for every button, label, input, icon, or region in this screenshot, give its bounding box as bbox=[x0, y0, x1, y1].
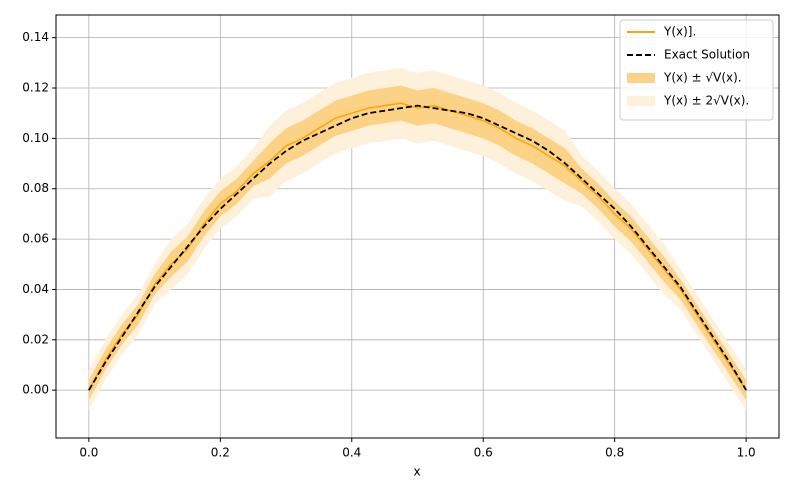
y-tick-label: 0.08 bbox=[22, 181, 49, 195]
legend-label: Y(x) ± √V(x). bbox=[663, 71, 742, 85]
x-tick-label: 0.2 bbox=[211, 446, 230, 460]
confidence-band bbox=[88, 67, 747, 411]
y-tick-label: 0.14 bbox=[22, 30, 49, 44]
x-tick-label: 1.0 bbox=[737, 446, 756, 460]
x-tick-label: 0.6 bbox=[474, 446, 493, 460]
legend-label: Y(x) ± 2√V(x). bbox=[663, 94, 749, 108]
plot-frame bbox=[55, 14, 780, 439]
x-tick-label: 0.0 bbox=[79, 446, 98, 460]
y-tick-label: 0.02 bbox=[22, 332, 49, 346]
y-tick-label: 0.04 bbox=[22, 282, 49, 296]
legend-label: Exact Solution bbox=[664, 48, 750, 62]
x-tick-label: 0.4 bbox=[342, 446, 361, 460]
confidence-band bbox=[88, 85, 747, 401]
x-tick-label: 0.8 bbox=[605, 446, 624, 460]
exact-line bbox=[88, 104, 747, 391]
x-axis-label: x bbox=[413, 465, 420, 479]
y-tick-label: 0.10 bbox=[22, 131, 49, 145]
legend-box bbox=[619, 19, 774, 121]
legend-swatch bbox=[627, 96, 655, 106]
y-tick-label: 0.12 bbox=[22, 81, 49, 95]
y-tick-label: 0.00 bbox=[22, 383, 49, 397]
legend-swatch bbox=[627, 73, 655, 83]
legend-label: Y(x)]. bbox=[663, 25, 696, 39]
y-tick-label: 0.06 bbox=[22, 232, 49, 246]
